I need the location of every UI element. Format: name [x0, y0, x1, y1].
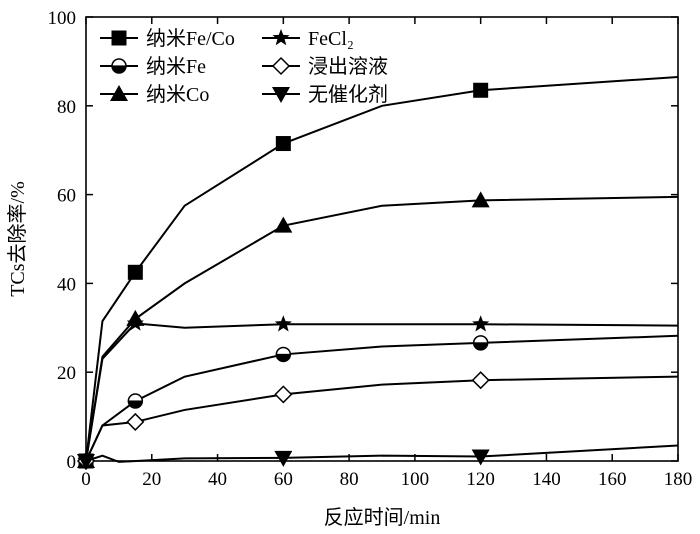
x-tick-label: 0	[81, 469, 91, 490]
legend-entry: 浸出溶液	[262, 55, 388, 78]
data-point	[126, 412, 145, 431]
legend-entry: 纳米Co	[100, 83, 209, 106]
x-tick-label: 80	[340, 469, 359, 490]
y-tick-label: 80	[57, 97, 76, 118]
series-4	[76, 371, 679, 471]
data-point	[473, 82, 489, 98]
series-0	[78, 75, 679, 469]
data-point	[471, 191, 490, 208]
data-point	[275, 136, 291, 152]
y-tick-label: 0	[67, 452, 77, 473]
data-point	[274, 450, 293, 467]
legend-entry: 无催化剂	[262, 83, 388, 106]
data-point	[127, 393, 144, 409]
x-tick-label: 40	[208, 469, 227, 490]
series-3	[77, 314, 679, 469]
x-tick-label: 180	[664, 469, 693, 490]
series-line	[85, 195, 679, 462]
series-5	[77, 444, 679, 470]
legend-label: 纳米Fe	[146, 55, 206, 78]
series-line	[85, 322, 679, 462]
y-tick-label: 60	[57, 186, 76, 207]
y-tick-label: 100	[48, 8, 77, 29]
legend-label: 纳米Co	[146, 83, 209, 106]
data-point	[274, 385, 293, 404]
legend-marker	[271, 56, 291, 76]
legend-entry: 纳米Fe	[100, 55, 206, 78]
legend-marker	[111, 30, 127, 46]
series-line	[85, 375, 679, 462]
x-axis-title: 反应时间/min	[324, 506, 441, 529]
data-point	[274, 216, 293, 233]
y-tick-label: 20	[57, 363, 76, 384]
series-1	[78, 334, 679, 469]
x-tick-label: 100	[401, 469, 430, 490]
series-line	[85, 334, 679, 462]
x-tick-label: 160	[598, 469, 627, 490]
plot-area: 0 20 40 60 80 100 120 140 160 180 0 20 40 60 80 100	[48, 8, 693, 490]
y-axis-title: TCs去除率/%	[6, 181, 29, 297]
data-point	[127, 264, 143, 280]
legend-entry: FeCl₂	[262, 28, 354, 50]
legend-label: 浸出溶液	[308, 55, 388, 78]
data-point	[126, 314, 144, 331]
series-2	[77, 191, 679, 468]
x-tick-label: 60	[274, 469, 293, 490]
legend-marker	[272, 29, 290, 46]
legend-entry: 纳米Fe/Co	[100, 27, 235, 50]
x-tick-label: 120	[466, 469, 495, 490]
legend-marker	[272, 87, 290, 103]
data-point	[275, 346, 292, 363]
x-tick-label: 20	[142, 469, 161, 490]
legend-label: 纳米Fe/Co	[146, 27, 235, 50]
data-point	[471, 371, 490, 390]
series-layer	[76, 75, 679, 471]
legend-marker	[111, 58, 127, 74]
series-line	[85, 444, 679, 463]
legend-label: FeCl₂	[308, 28, 354, 50]
data-point	[471, 449, 490, 466]
legend-label: 无催化剂	[308, 83, 388, 106]
series-line	[85, 75, 679, 462]
data-point	[472, 335, 489, 351]
data-point	[274, 315, 292, 332]
data-point	[472, 315, 490, 332]
data-point	[77, 454, 95, 470]
y-tick-label: 40	[57, 274, 76, 295]
plot-frame	[85, 16, 679, 462]
x-tick-label: 140	[532, 469, 561, 490]
legend-marker	[110, 85, 128, 101]
